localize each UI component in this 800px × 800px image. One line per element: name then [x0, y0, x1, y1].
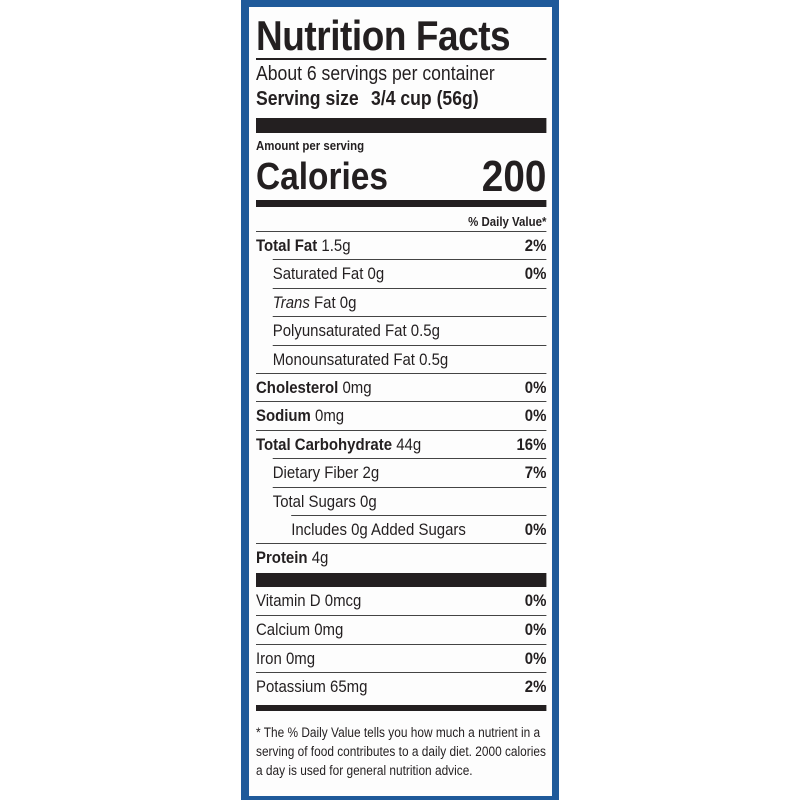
nutrient-amount: 0g — [339, 292, 357, 312]
nutrient-name: Monounsaturated Fat — [272, 349, 415, 369]
nutrient-row: Dietary Fiber 2g 7% — [272, 458, 547, 486]
serving-size: Serving size 3/4 cup (56g) — [256, 87, 546, 111]
vitamin-name: Iron — [256, 648, 282, 668]
thick-divider — [256, 118, 547, 133]
nutrient-amount: 0.5g — [410, 321, 440, 341]
nutrition-facts-label: Nutrition Facts About 6 servings per con… — [249, 7, 552, 796]
vitamin-row: Calcium 0mg 0% — [256, 615, 547, 643]
vitamin-amount: 65mg — [330, 677, 368, 697]
nutrient-row: Monounsaturated Fat 0.5g — [272, 344, 547, 373]
nutrient-daily-value: 2% — [524, 236, 547, 255]
nutrient-row: Saturated Fat 0g 0% — [272, 259, 547, 287]
nutrient-daily-value: 0% — [524, 378, 547, 397]
nutrient-row: Cholesterol 0mg 0% — [256, 373, 547, 401]
nutrient-text: Sodium 0mg — [256, 402, 344, 429]
calories-label: Calories — [256, 156, 388, 198]
nutrient-text: Trans Fat 0g — [273, 289, 357, 316]
nutrient-name: Protein — [256, 548, 308, 568]
nutrient-row: Protein 4g — [256, 543, 547, 571]
nutrient-amount: 0mg — [342, 378, 372, 397]
nutrient-row: Total Fat 1.5g 2% — [256, 231, 547, 259]
nutrient-daily-value: 0% — [524, 520, 547, 539]
nutrient-name: Trans — [272, 292, 310, 312]
nutrient-text: Polyunsaturated Fat 0.5g — [273, 317, 440, 344]
vitamin-amount: 0mcg — [324, 591, 362, 610]
vitamin-daily-value: 0% — [524, 648, 547, 668]
nutrient-text: Cholesterol 0mg — [256, 374, 372, 401]
nutrient-amount: 0g — [367, 264, 385, 284]
nutrient-amount: 44g — [396, 434, 422, 454]
nutrient-row: Polyunsaturated Fat 0.5g — [272, 316, 547, 344]
nutrient-amount: 0mg — [315, 406, 345, 426]
vitamin-name: Calcium — [256, 620, 311, 640]
nutrient-amount: 2g — [362, 463, 380, 483]
nutrient-amount: 0g — [360, 491, 377, 511]
nutrient-amount: 1.5g — [321, 236, 351, 255]
nutrient-text: Includes 0g Added Sugars — [291, 516, 466, 543]
vitamin-text: Iron 0mg — [256, 645, 315, 672]
nutrient-text: Total Fat 1.5g — [256, 232, 351, 259]
medium-divider — [256, 200, 547, 207]
amount-per-serving: Amount per serving — [256, 138, 365, 153]
vitamin-name: Potassium — [256, 677, 326, 697]
thick-divider — [256, 573, 547, 587]
divider — [256, 58, 547, 60]
vitamin-daily-value: 0% — [524, 620, 547, 640]
vitamin-amount: 0mg — [314, 620, 344, 640]
nutrient-name: Cholesterol — [256, 378, 339, 397]
nutrient-name: Sodium — [256, 406, 311, 426]
vitamin-amount: 0mg — [285, 648, 316, 668]
nutrient-name: Total Carbohydrate — [256, 434, 393, 454]
nutrient-row: Trans Fat 0g — [272, 287, 547, 316]
medium-divider — [256, 705, 547, 711]
nutrient-name: Includes 0g Added Sugars — [291, 520, 466, 539]
calories-value: 200 — [481, 152, 547, 201]
nutrient-row: Sodium 0mg 0% — [256, 401, 547, 429]
serving-size-value: 3/4 cup (56g) — [371, 88, 479, 110]
nutrient-daily-value: 7% — [524, 463, 547, 483]
nutrient-text: Total Sugars 0g — [273, 488, 377, 515]
nutrient-row: Includes 0g Added Sugars 0% — [291, 515, 547, 543]
footnote: * The % Daily Value tells you how much a… — [256, 725, 546, 778]
nutrient-text: Dietary Fiber 2g — [273, 459, 379, 486]
vitamin-daily-value: 0% — [524, 591, 547, 610]
nutrient-row: Total Sugars 0g — [272, 486, 547, 515]
vitamin-row: Vitamin D 0mcg 0% — [256, 587, 546, 615]
nutrient-text: Total Carbohydrate 44g — [256, 431, 421, 458]
nutrient-text: Saturated Fat 0g — [273, 260, 384, 287]
vitamin-name: Vitamin D — [256, 591, 321, 610]
nutrient-daily-value: 16% — [516, 434, 547, 454]
nutrient-name: Dietary Fiber — [272, 463, 359, 483]
nutrient-daily-value: 0% — [524, 264, 547, 284]
daily-value-header: % Daily Value* — [468, 214, 547, 229]
nutrient-text: Protein 4g — [256, 544, 328, 571]
vitamin-text: Vitamin D 0mcg — [256, 587, 361, 615]
vitamin-text: Calcium 0mg — [256, 616, 343, 643]
vitamin-daily-value: 2% — [524, 677, 547, 697]
nutrient-amount: 4g — [311, 548, 329, 568]
serving-size-label: Serving size — [256, 88, 359, 110]
nutrient-amount: 0.5g — [419, 349, 449, 369]
nutrient-row: Total Carbohydrate 44g 16% — [256, 429, 547, 458]
servings-per-container: About 6 servings per container — [256, 63, 495, 85]
nutrient-name: Total Sugars — [272, 491, 356, 511]
vitamin-row: Iron 0mg 0% — [256, 643, 547, 672]
nutrient-name: Saturated Fat — [272, 264, 364, 284]
vitamin-text: Potassium 65mg — [256, 673, 367, 700]
nutrient-name-suffix: Fat — [314, 292, 336, 312]
calories-row: Calories 200 — [256, 155, 546, 199]
nutrient-name: Polyunsaturated Fat — [272, 321, 407, 341]
nutrient-text: Monounsaturated Fat 0.5g — [273, 346, 449, 373]
nutrient-name: Total Fat — [256, 236, 318, 255]
label-title: Nutrition Facts — [256, 12, 511, 59]
vitamin-row: Potassium 65mg 2% — [256, 672, 547, 700]
nutrient-daily-value: 0% — [524, 406, 547, 426]
